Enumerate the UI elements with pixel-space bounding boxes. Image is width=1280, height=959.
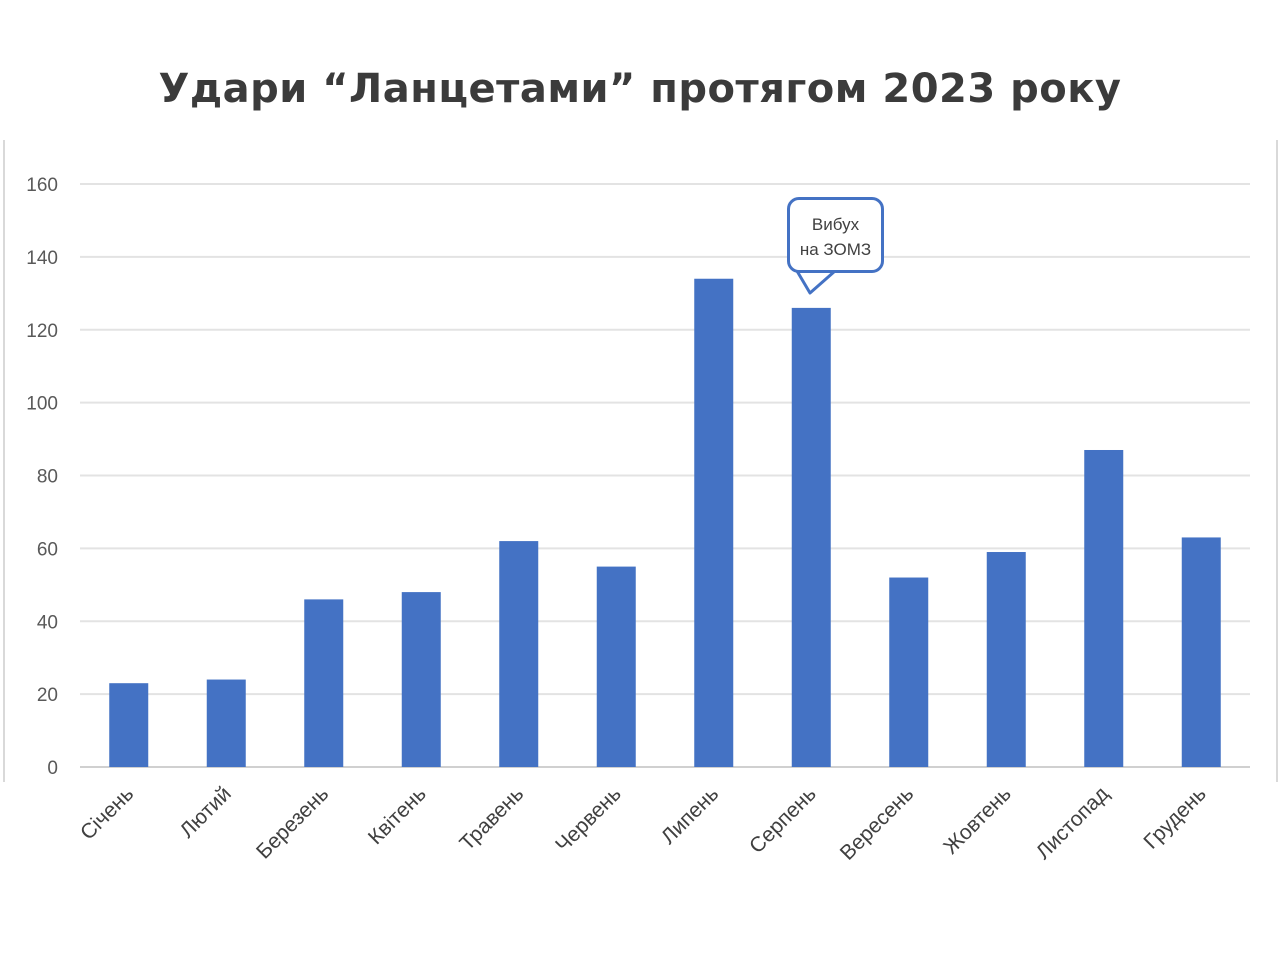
x-tick-label: Вересень [836, 782, 919, 865]
x-tick-label: Липень [657, 782, 724, 849]
annotation-pointer [795, 269, 836, 295]
annotation-callout: Вибух на ЗОМЗ [787, 197, 884, 273]
y-tick-label: 140 [26, 248, 58, 269]
bar-4 [401, 592, 441, 767]
bar-7 [694, 278, 734, 767]
x-tick-label: Лютий [176, 782, 236, 842]
annotation-line-2: на ЗОМЗ [799, 240, 872, 259]
x-tick-label: Листопад [1032, 782, 1114, 864]
x-tick-label: Серпень [745, 782, 821, 858]
x-tick-label: Квітень [364, 782, 431, 849]
bar-10 [986, 552, 1026, 767]
chart-title: Удари “Ланцетами” протягом 2023 року [158, 66, 1122, 112]
bar-9 [889, 577, 929, 767]
bar-12 [1181, 537, 1221, 767]
bar-1 [109, 683, 149, 767]
y-tick-label: 120 [26, 321, 58, 342]
y-tick-label: 160 [26, 175, 58, 196]
bar-8 [791, 307, 831, 767]
y-tick-label: 20 [37, 685, 58, 706]
y-tick-label: 0 [47, 758, 58, 779]
x-tick-label: Червень [551, 782, 626, 857]
y-tick-label: 40 [37, 612, 58, 633]
bar-2 [206, 679, 246, 767]
x-tick-label: Жовтень [939, 782, 1015, 858]
x-tick-label: Грудень [1139, 782, 1210, 853]
y-tick-label: 100 [26, 394, 58, 415]
bar-3 [304, 599, 344, 767]
x-tick-label: Січень [76, 782, 138, 844]
y-tick-label: 80 [37, 467, 58, 488]
x-tick-label: Травень [455, 782, 528, 855]
x-tick-label: Березень [252, 782, 333, 863]
bar-5 [499, 541, 539, 767]
y-tick-label: 60 [37, 539, 58, 560]
bar-6 [596, 566, 636, 767]
bar-11 [1084, 449, 1124, 767]
annotation-line-1: Вибух [811, 215, 860, 234]
